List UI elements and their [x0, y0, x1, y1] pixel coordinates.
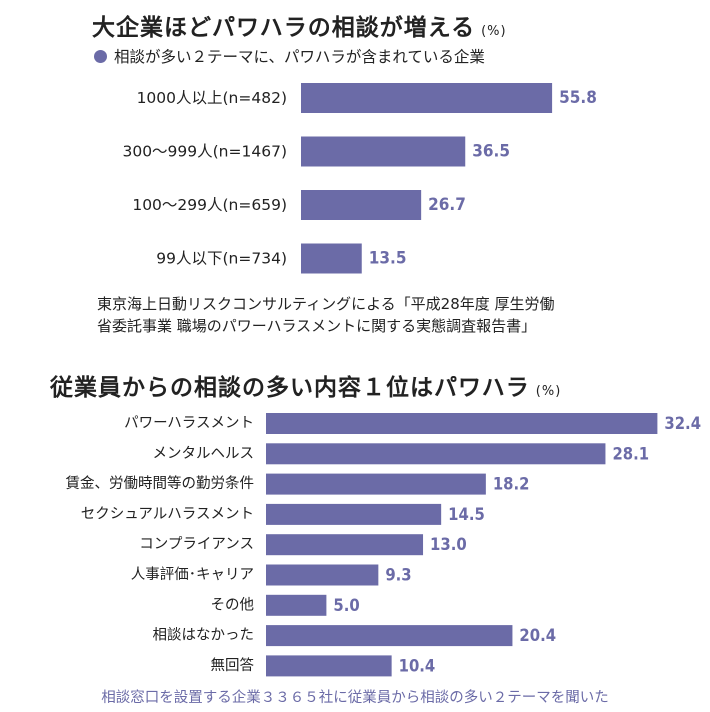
- bar-c1-1: [301, 136, 466, 167]
- chart2-source: 相談窓口を設置する企業３３６５社に従業員から相談の多い２テーマを聞いた: [101, 690, 609, 706]
- legend-dot-icon: [94, 50, 107, 63]
- bar-c2-2: [266, 473, 486, 495]
- chart1-legend-label: 相談が多い２テーマに、パワハラが含まれている企業: [114, 48, 485, 66]
- value-label-c2-7: 20.4: [519, 626, 556, 645]
- value-label-c1-0: 55.8: [559, 88, 597, 108]
- value-label-c2-3: 14.5: [448, 505, 485, 524]
- category-label-c2-2: 賃金、労働時間等の勤労条件: [66, 474, 255, 492]
- category-label-c1-3: 99人以下(n=734): [156, 250, 287, 268]
- value-label-c2-2: 18.2: [493, 475, 530, 494]
- bar-c1-2: [301, 190, 422, 220]
- value-label-c2-4: 13.0: [430, 535, 467, 554]
- bar-c2-0: [266, 413, 658, 434]
- chart1-unit: (%): [481, 24, 507, 39]
- chart2-bars: パワーハラスメント 32.4 メンタルヘルス 28.1 賃金、労働時間等の勤労条件 18.…: [66, 413, 701, 677]
- chart1-note-line-1: 東京海上日動リスクコンサルティングによる「平成28年度 厚生労働: [97, 295, 555, 313]
- category-label-c1-2: 100〜299人(n=659): [132, 196, 287, 214]
- category-label-c2-5: 人事評価･キャリア: [131, 566, 254, 583]
- value-label-c1-2: 26.7: [428, 195, 466, 215]
- bar-c2-3: [266, 503, 442, 525]
- bar-c2-5: [266, 564, 379, 586]
- category-label-c2-0: パワーハラスメント: [124, 415, 254, 432]
- chart1-bars: 1000人以上(n=482) 55.8 300〜999人(n=1467) 36.5 10…: [122, 83, 597, 274]
- chart2-title: 従業員からの相談の多い内容１位はパワハラ (%): [50, 368, 561, 402]
- chart1-note: 東京海上日動リスクコンサルティングによる「平成28年度 厚生労働 省委託事業 職…: [97, 293, 555, 337]
- bar-c2-7: [266, 625, 513, 647]
- bar-c2-8: [266, 655, 392, 677]
- category-label-c2-7: 相談はなかった: [153, 627, 255, 644]
- chart1-title-text: 大企業ほどパワハラの相談が増える: [92, 15, 476, 41]
- value-label-c2-0: 32.4: [664, 414, 701, 433]
- value-label-c1-3: 13.5: [369, 249, 407, 269]
- value-label-c2-1: 28.1: [612, 444, 649, 463]
- category-label-c2-8: 無回答: [211, 657, 255, 674]
- bar-c1-3: [301, 243, 362, 274]
- value-label-c1-1: 36.5: [472, 142, 510, 162]
- bar-c1-0: [301, 83, 553, 113]
- value-label-c2-6: 5.0: [333, 596, 359, 615]
- category-label-c2-1: メンタルヘルス: [153, 445, 255, 462]
- chart1-note-line-2: 省委託事業 職場のパワーハラスメントに関する実態調査報告書」: [97, 317, 537, 335]
- category-label-c1-1: 300〜999人(n=1467): [122, 143, 287, 161]
- category-label-c2-6: その他: [211, 596, 255, 613]
- bar-c2-6: [266, 594, 327, 616]
- chart2-unit: (%): [535, 384, 562, 399]
- bar-c2-4: [266, 534, 424, 556]
- category-label-c1-0: 1000人以上(n=482): [137, 89, 287, 107]
- value-label-c2-8: 10.4: [399, 656, 436, 675]
- bar-c2-1: [266, 443, 606, 465]
- chart1-title: 大企業ほどパワハラの相談が増える (%): [92, 8, 507, 42]
- chart1-legend: 相談が多い２テーマに、パワハラが含まれている企業: [94, 45, 485, 67]
- category-label-c2-4: コンプライアンス: [139, 536, 254, 553]
- chart2-title-text: 従業員からの相談の多い内容１位はパワハラ: [50, 375, 530, 401]
- value-label-c2-5: 9.3: [385, 566, 411, 585]
- category-label-c2-3: セクシュアルハラスメント: [81, 505, 254, 522]
